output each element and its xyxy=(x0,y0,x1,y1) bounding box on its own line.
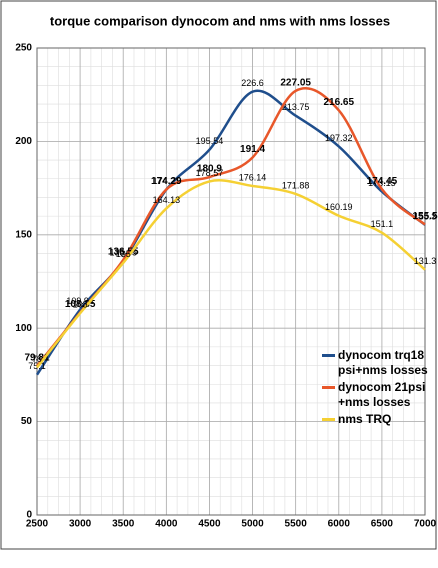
data-label: 160.19 xyxy=(325,202,353,212)
x-tick-label: 5500 xyxy=(285,519,308,530)
x-tick-label: 7000 xyxy=(414,519,437,530)
data-label: 180.9 xyxy=(197,164,222,175)
data-label: 178.57 xyxy=(196,168,224,178)
data-label: 174.29 xyxy=(151,176,182,187)
data-label: 135 xyxy=(116,249,131,259)
legend-item: dynocom trq18psi+nms losses xyxy=(322,348,430,378)
legend-item: nms TRQ xyxy=(322,412,430,427)
data-label: 226.6 xyxy=(241,78,264,88)
x-tick-label: 4500 xyxy=(198,519,221,530)
y-tick-label: 150 xyxy=(15,229,32,240)
data-label: 109.94 xyxy=(66,296,94,306)
x-tick-label: 5000 xyxy=(241,519,264,530)
data-label: 108.35 xyxy=(65,299,96,310)
data-label: 155.3 xyxy=(414,211,437,221)
data-label: 191.4 xyxy=(240,144,265,155)
y-tick-label: 50 xyxy=(21,416,33,427)
data-label: 213.75 xyxy=(282,102,310,112)
data-label: 164.13 xyxy=(153,195,181,205)
data-label: 227.05 xyxy=(280,78,311,89)
frame xyxy=(0,0,437,550)
series-line xyxy=(35,89,426,376)
plot-border xyxy=(36,47,426,516)
y-tick-label: 250 xyxy=(15,43,32,54)
legend-item: dynocom 21psi+nms losses xyxy=(322,380,430,410)
y-tick-label: 200 xyxy=(15,136,32,147)
data-label: 79.81 xyxy=(24,353,49,364)
data-label: 171.88 xyxy=(282,180,310,190)
data-label: 197.32 xyxy=(325,133,353,143)
legend-swatch xyxy=(322,386,335,389)
data-label: 173.15 xyxy=(368,178,396,188)
series-line xyxy=(36,179,426,369)
data-label: 155.5 xyxy=(412,211,437,222)
legend-swatch xyxy=(322,354,335,357)
data-label: 216.65 xyxy=(323,97,354,108)
legend-label: nms TRQ xyxy=(338,412,392,426)
chart-title: torque comparison dynocom and nms with n… xyxy=(50,13,390,28)
data-label: 135.85 xyxy=(109,248,137,258)
x-tick-label: 3000 xyxy=(69,519,92,530)
x-tick-label: 4000 xyxy=(155,519,178,530)
data-label: 108 xyxy=(73,300,88,310)
legend-label: dynocom trq18psi+nms losses xyxy=(338,348,428,377)
legend-label: dynocom 21psi+nms losses xyxy=(338,380,426,409)
y-tick-label: 100 xyxy=(15,323,32,334)
y-tick-label: 0 xyxy=(26,510,32,521)
data-label: 195.54 xyxy=(196,136,224,146)
x-tick-label: 3500 xyxy=(112,519,135,530)
legend-swatch xyxy=(322,418,335,421)
legend: dynocom trq18psi+nms losses dynocom 21psi… xyxy=(322,348,430,429)
data-label: 79 xyxy=(32,354,42,364)
x-tick-label: 6500 xyxy=(371,519,394,530)
data-label: 151.1 xyxy=(371,219,394,229)
x-tick-label: 2500 xyxy=(26,519,49,530)
x-tick-label: 6000 xyxy=(328,519,351,530)
data-label: 174.45 xyxy=(367,176,398,187)
data-label: 176.14 xyxy=(239,172,267,182)
data-label: 131.3 xyxy=(414,256,437,266)
data-label: 174.21 xyxy=(153,176,181,186)
data-label: 136.55 xyxy=(108,247,139,258)
